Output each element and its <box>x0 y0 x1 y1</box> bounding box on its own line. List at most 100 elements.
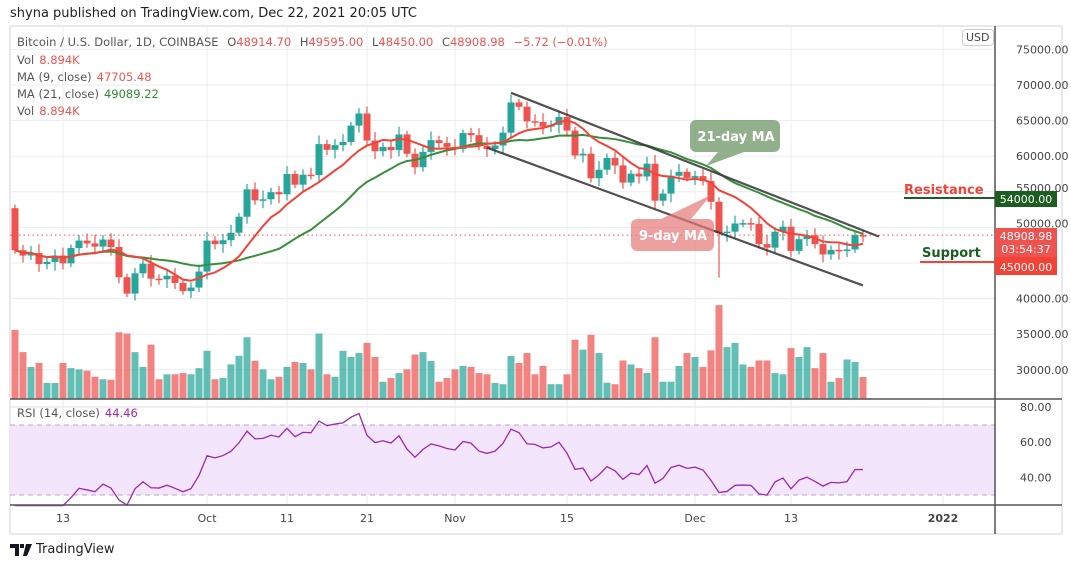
low-label: L <box>372 35 379 49</box>
ma9-legend[interactable]: MA (9, close) 47705.48 <box>17 70 157 84</box>
high-value: 49595.00 <box>308 35 364 49</box>
candle <box>355 108 363 133</box>
volume-bar <box>787 348 795 399</box>
volume-bar <box>611 384 619 399</box>
volume-bar <box>115 332 123 399</box>
volume-bar <box>499 384 507 399</box>
candle-body <box>51 255 59 262</box>
currency-button[interactable]: USD <box>962 29 994 46</box>
candle-body <box>595 169 603 179</box>
candle-body <box>331 145 339 150</box>
candle-body <box>395 134 403 151</box>
candle-body <box>507 102 515 133</box>
candle <box>747 217 755 231</box>
candle-body <box>851 235 859 250</box>
candle <box>779 220 787 241</box>
tradingview-logo[interactable]: TradingView <box>10 542 115 557</box>
candle <box>515 98 523 111</box>
candle-body <box>803 235 811 240</box>
vol-value: 8.894K <box>39 53 80 67</box>
time-tick-label: Dec <box>684 512 705 525</box>
candle <box>715 197 723 278</box>
candle <box>155 274 163 285</box>
candle-body <box>339 141 347 146</box>
candle <box>851 231 859 254</box>
volume-bar <box>67 368 75 399</box>
volume-bar <box>555 384 563 399</box>
volume-bar <box>43 382 51 399</box>
candle-body <box>707 181 715 202</box>
candle <box>363 106 371 145</box>
candle-body <box>219 240 227 245</box>
candle <box>11 204 19 254</box>
candle-body <box>843 249 851 251</box>
candle-body <box>299 174 307 185</box>
volume-bar <box>635 368 643 399</box>
candle-body <box>115 246 123 278</box>
candle-body <box>419 151 427 168</box>
volume-bar <box>355 353 363 399</box>
volume-bar <box>819 353 827 399</box>
volume-bar <box>443 378 451 399</box>
candle <box>243 184 251 224</box>
candle-body <box>467 133 475 136</box>
volume-bar <box>171 374 179 399</box>
price-tick-label: 30000.00 <box>1016 364 1069 377</box>
candle-body <box>203 240 211 272</box>
candle-body <box>267 192 275 200</box>
volume-bar <box>835 378 843 399</box>
trendline-upper <box>510 91 880 238</box>
volume-bar <box>339 350 347 399</box>
candle-body <box>139 263 147 274</box>
last-price-tag <box>995 228 1057 257</box>
volume-bar <box>411 354 419 399</box>
candle-body <box>371 140 379 152</box>
candle <box>763 235 771 256</box>
volume-bar <box>107 379 115 399</box>
volume-bar <box>235 355 243 399</box>
resistance-price-tag <box>995 191 1057 207</box>
candle <box>83 233 91 248</box>
candle-body <box>795 239 803 251</box>
candle-body <box>627 173 635 183</box>
time-tick-label: 11 <box>280 512 294 525</box>
candle <box>627 170 635 187</box>
candle-body <box>187 287 195 292</box>
ma9-value: 47705.48 <box>96 70 152 84</box>
candle-body <box>579 153 587 156</box>
volume-bar <box>11 329 19 399</box>
volume-legend[interactable]: Vol 8.894K <box>17 53 85 67</box>
candle <box>371 131 379 160</box>
candle-body <box>291 174 299 185</box>
volume-legend-2[interactable]: Vol 8.894K <box>17 104 85 118</box>
candle-body <box>275 192 283 195</box>
volume-bar <box>379 381 387 399</box>
ma21-legend[interactable]: MA (21, close) 49089.22 <box>17 87 164 101</box>
candle-body <box>403 134 411 154</box>
candle-body <box>715 201 723 234</box>
volume-bar <box>259 369 267 399</box>
candle <box>99 235 107 252</box>
volume-bar <box>331 376 339 399</box>
price-tick-label: 40000.00 <box>1016 293 1069 306</box>
candle-body <box>779 226 787 232</box>
candle <box>51 249 59 271</box>
volume-bar <box>91 376 99 399</box>
candle <box>187 282 195 299</box>
volume-bar <box>323 374 331 399</box>
volume-bar <box>395 373 403 399</box>
symbol-title[interactable]: Bitcoin / U.S. Dollar, 1D, COINBASE <box>17 35 219 49</box>
vol-value-2: 8.894K <box>39 104 80 118</box>
candle <box>395 126 403 157</box>
resistance-label: Resistance <box>904 183 984 198</box>
ma21-callout: 21-day MA <box>690 120 780 166</box>
candle <box>283 166 291 201</box>
candle-body <box>659 193 667 201</box>
rsi-legend[interactable]: RSI (14, close) 44.46 <box>17 406 143 420</box>
price-tick-label: 75000.00 <box>1016 43 1069 56</box>
volume-bar <box>131 352 139 399</box>
candle-body <box>443 143 451 147</box>
candle-body <box>563 117 571 131</box>
candle-body <box>195 271 203 288</box>
